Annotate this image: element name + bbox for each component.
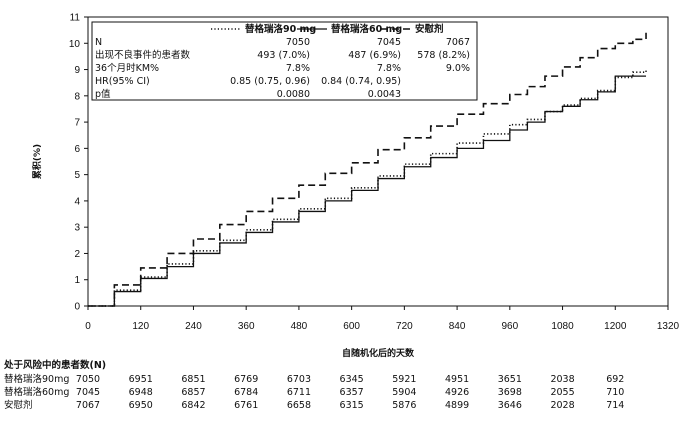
risk-cell: 6357 [340, 387, 364, 398]
risk-cell: 6703 [287, 374, 311, 385]
risk-table-title: 处于风险中的患者数(N) [3, 359, 106, 371]
x-tick-label: 1200 [604, 321, 627, 332]
risk-cell: 3646 [498, 400, 522, 411]
x-tick-label: 480 [291, 321, 308, 332]
y-tick-label: 3 [74, 223, 80, 234]
legend-column-header: 安慰剂 [415, 23, 444, 35]
risk-cell: 6950 [129, 400, 153, 411]
risk-table: 处于风险中的患者数(N) 替格瑞洛90mg 7050 6951 6851 6769 6703… [3, 359, 624, 411]
legend-row-label: N [95, 37, 102, 48]
x-tick-label: 0 [85, 321, 91, 332]
legend-cell: 0.0043 [368, 89, 401, 100]
legend-column-header: 替格瑞洛60 mg [331, 23, 402, 35]
legend-column-header: 替格瑞洛90 mg [245, 23, 316, 35]
risk-cell: 710 [606, 387, 624, 398]
risk-cell: 3698 [498, 387, 522, 398]
risk-cell: 6315 [340, 400, 364, 411]
risk-cell: 2028 [550, 400, 574, 411]
y-axis-label: 累积(%) [31, 144, 43, 179]
y-tick-label: 10 [69, 39, 81, 50]
legend-row-label: p值 [95, 88, 111, 100]
x-tick-label: 1320 [657, 321, 680, 332]
risk-cell: 6842 [181, 400, 205, 411]
legend-row-label: 36个月时KM% [95, 62, 159, 74]
risk-row-label: 替格瑞洛90mg [4, 373, 69, 385]
series-line-2 [88, 75, 647, 307]
risk-cell: 7067 [76, 400, 100, 411]
legend-cell: 7067 [446, 37, 470, 48]
risk-cell: 6345 [340, 374, 364, 385]
legend-row-label: HR(95% CI) [95, 76, 150, 87]
y-tick-label: 1 [74, 275, 80, 286]
risk-cell: 6951 [129, 374, 153, 385]
legend-cell: 7045 [377, 37, 401, 48]
x-tick-label: 240 [185, 321, 202, 332]
legend-cell: 7050 [286, 37, 310, 48]
risk-cell: 5876 [392, 400, 416, 411]
risk-cell: 6658 [287, 400, 311, 411]
legend-cell: 493 (7.0%) [257, 50, 310, 61]
risk-cell: 2038 [550, 374, 574, 385]
risk-cell: 4926 [445, 387, 469, 398]
risk-cell: 6857 [181, 387, 205, 398]
risk-cell: 6784 [234, 387, 258, 398]
risk-cell: 2055 [550, 387, 574, 398]
y-tick-label: 9 [74, 65, 80, 76]
y-tick-label: 6 [74, 144, 80, 155]
plot-frame [87, 16, 669, 307]
risk-cell: 7050 [76, 374, 100, 385]
y-tick-label: 8 [74, 91, 80, 102]
series-line-1 [88, 69, 647, 307]
risk-cell: 714 [606, 400, 624, 411]
x-tick-label: 720 [396, 321, 413, 332]
legend-cell: 9.0% [446, 63, 470, 74]
risk-cell: 4951 [445, 374, 469, 385]
risk-cell: 5904 [392, 387, 416, 398]
legend-row-label: 出现不良事件的患者数 [95, 49, 191, 61]
risk-cell: 6769 [234, 374, 258, 385]
risk-cell: 3651 [498, 374, 522, 385]
risk-cell: 6761 [234, 400, 258, 411]
legend-cell: 0.0080 [277, 89, 310, 100]
risk-row-label: 替格瑞洛60mg [4, 386, 69, 398]
legend-box: 替格瑞洛90 mg 替格瑞洛60 mg 安慰剂 N 7050 7045 7067 出现不良事件… [91, 21, 478, 101]
y-tick-label: 4 [74, 196, 80, 207]
legend-cell: 7.8% [286, 63, 310, 74]
risk-cell: 6851 [181, 374, 205, 385]
risk-cell: 7045 [76, 387, 100, 398]
x-tick-label: 360 [238, 321, 255, 332]
axes: 0 1 2 3 4 5 6 7 8 9 10 11 0 120 240 360 480 600 720 840 960 1… [69, 13, 680, 333]
x-tick-label: 960 [501, 321, 518, 332]
risk-row-label: 安慰剂 [4, 399, 33, 411]
series-line-3 [88, 32, 647, 307]
x-axis-label: 自随机化后的天数 [342, 347, 415, 359]
legend-frame [91, 21, 478, 101]
x-tick-label: 1080 [551, 321, 574, 332]
legend-cell: 0.85 (0.75, 0.96) [230, 76, 310, 87]
legend-cell: 7.8% [377, 63, 401, 74]
y-tick-label: 11 [70, 13, 81, 24]
risk-cell: 4899 [445, 400, 469, 411]
risk-cell: 5921 [392, 374, 416, 385]
risk-cell: 6948 [129, 387, 153, 398]
x-tick-label: 840 [449, 321, 466, 332]
y-tick-label: 7 [74, 118, 80, 129]
series-lines [88, 32, 647, 307]
y-tick-label: 2 [74, 249, 80, 260]
risk-cell: 692 [606, 374, 624, 385]
y-tick-label: 5 [74, 170, 80, 181]
legend-cell: 578 (8.2%) [417, 50, 470, 61]
x-tick-label: 120 [132, 321, 149, 332]
y-tick-label: 0 [74, 302, 80, 313]
risk-cell: 6711 [287, 387, 311, 398]
legend-cell: 0.84 (0.74, 0.95) [321, 76, 401, 87]
legend-cell: 487 (6.9%) [348, 50, 401, 61]
x-tick-label: 600 [343, 321, 360, 332]
